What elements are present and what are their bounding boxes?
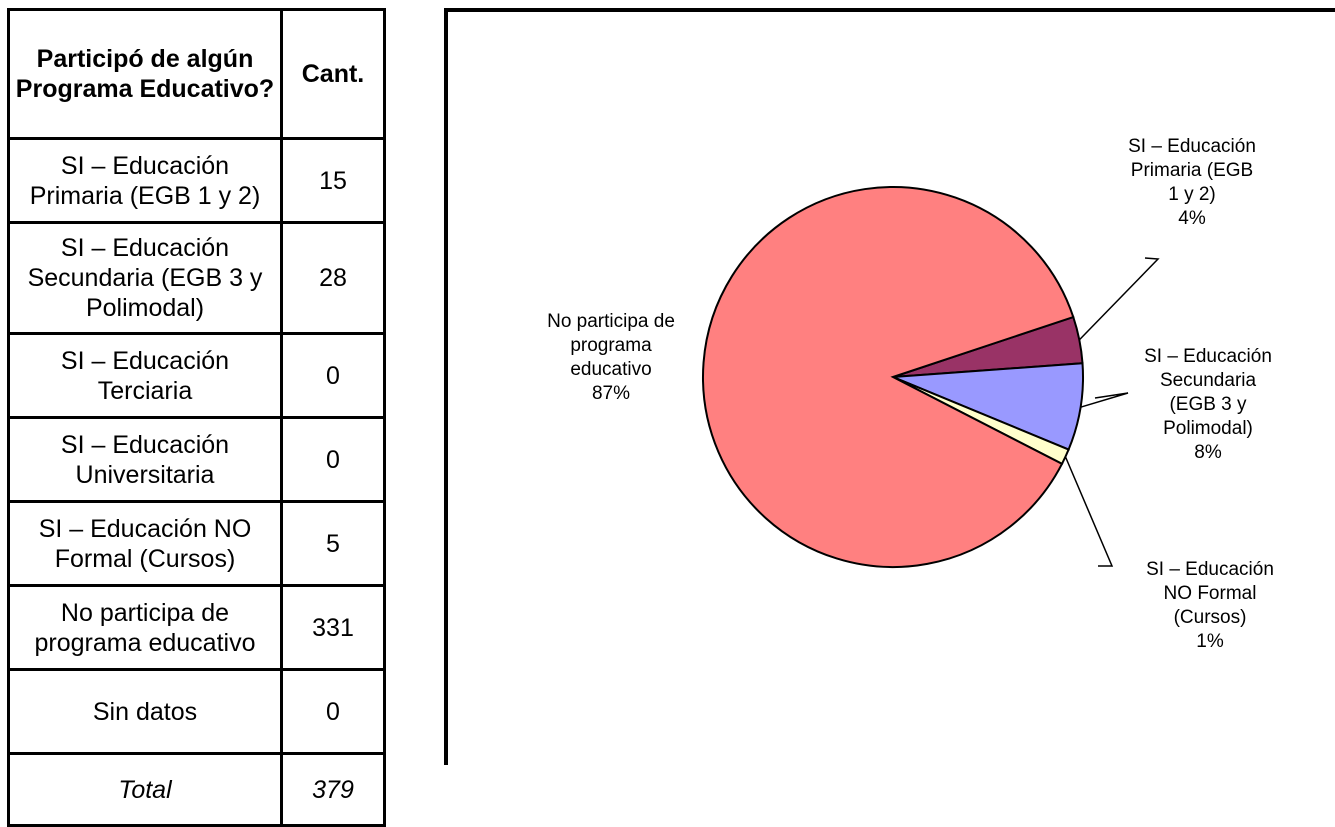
row-count: 15 [280,137,386,224]
slice-label: SI – Educación Primaria (EGB 1 y 2) 4% [1128,136,1256,229]
table-row: Sin datos 0 [7,668,386,755]
table-row: SI – Educación Secundaria (EGB 3 y Polim… [7,221,386,335]
header-label: Participó de algún Programa Educativo? [7,8,283,140]
row-label: SI – Educación Primaria (EGB 1 y 2) [7,137,283,224]
row-label: No participa de programa educativo [7,584,283,671]
table-row: SI – Educación Universitaria 0 [7,416,386,503]
row-count: 5 [280,500,386,587]
table-row: SI – Educación NO Formal (Cursos) 5 [7,500,386,587]
row-label: SI – Educación Terciaria [7,332,283,419]
row-count: 28 [280,221,386,335]
leader-line [1080,392,1129,408]
row-count: 331 [280,584,386,671]
pie-chart: SI – Educación Primaria (EGB 1 y 2) 4% SI – … [547,136,1274,652]
row-count: 0 [280,668,386,755]
row-label: SI – Educación Universitaria [7,416,283,503]
table-row: SI – Educación Primaria (EGB 1 y 2) 15 [7,137,386,224]
table-header-row: Participó de algún Programa Educativo? C… [7,8,386,140]
leader-line [1064,456,1114,567]
row-count: 0 [280,332,386,419]
pie-slice [702,186,1075,568]
header-count: Cant. [280,8,386,140]
slice-label: SI – Educación NO Formal (Cursos) 1% [1146,559,1274,652]
row-count: 0 [280,416,386,503]
row-label: SI – Educación NO Formal (Cursos) [7,500,283,587]
table-row: No participa de programa educativo 331 [7,584,386,671]
chart-frame [444,8,1335,765]
slice-label: SI – Educación Secundaria (EGB 3 y Polimoda… [1144,346,1272,463]
leader-line [1078,257,1160,341]
slice-label: No participa de programa educativo 87% [547,311,675,404]
row-label: SI – Educación Secundaria (EGB 3 y Polim… [7,221,283,335]
row-label: Sin datos [7,668,283,755]
table-row: SI – Educación Terciaria 0 [7,332,386,419]
